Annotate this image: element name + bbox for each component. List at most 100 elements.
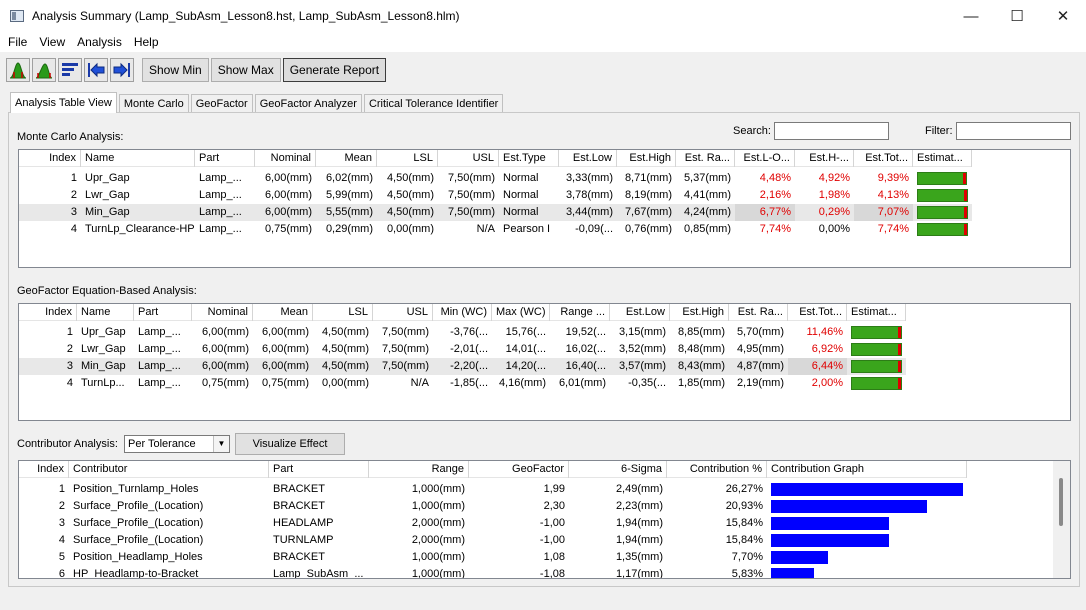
cell-index: 4 — [66, 377, 73, 389]
table-row[interactable]: 2 Lwr_Gap Lamp_... 6,00(mm) 5,99(mm) 4,50(mm)… — [19, 187, 972, 204]
table-row[interactable]: 2 Surface_Profile_(Location) BRACKET 1,000(… — [19, 498, 967, 515]
column-header[interactable]: Contribution % — [667, 461, 767, 478]
menu-view[interactable]: View — [39, 35, 66, 49]
column-header[interactable]: LSL — [313, 304, 373, 321]
distribution-shift-icon[interactable] — [32, 58, 56, 82]
menu-help[interactable]: Help — [133, 35, 159, 49]
column-header[interactable]: USL — [373, 304, 433, 321]
close-button[interactable]: ✕ — [1056, 8, 1070, 25]
contribution-bar-cell — [767, 549, 967, 566]
table-row[interactable]: 1 Position_Turnlamp_Holes BRACKET 1,000(mm)… — [19, 481, 967, 498]
contribution-bar-cell — [767, 481, 967, 498]
table-row[interactable]: 2 Lwr_Gap Lamp_... 6,00(mm) 6,00(mm) 4,50(mm)… — [19, 341, 906, 358]
menu-file[interactable]: File — [8, 35, 28, 49]
column-header[interactable]: 6-Sigma — [569, 461, 667, 478]
column-header[interactable]: Est.High — [617, 150, 676, 167]
column-header[interactable]: Contribution Graph — [767, 461, 967, 478]
estimate-bar — [917, 206, 968, 219]
cell-range: 2,000(mm) — [411, 517, 465, 529]
table-row[interactable]: 6 HP_Headlamp-to-Bracket Lamp_SubAsm_... 1,… — [19, 566, 967, 578]
table-row[interactable]: 3 Min_Gap Lamp_... 6,00(mm) 5,55(mm) 4,50(mm)… — [19, 204, 972, 221]
column-header[interactable]: Part — [269, 461, 369, 478]
column-header[interactable]: Est.Type — [499, 150, 559, 167]
geofactor-table[interactable]: Index Name Part Nominal Mean LSL USL Min (WC) Ma… — [18, 303, 1071, 421]
column-header[interactable]: Est. Ra... — [729, 304, 788, 321]
column-header[interactable]: Index — [19, 304, 77, 321]
table-row[interactable]: 1 Upr_Gap Lamp_... 6,00(mm) 6,02(mm) 4,50(mm)… — [19, 170, 972, 187]
column-header[interactable]: Contributor — [69, 461, 269, 478]
column-header[interactable]: Part — [195, 150, 255, 167]
column-header[interactable]: Index — [19, 461, 69, 478]
estimate-bar-cell — [913, 170, 972, 187]
menu-analysis[interactable]: Analysis — [77, 35, 122, 49]
column-header[interactable]: Max (WC) — [492, 304, 550, 321]
visualize-effect-button[interactable]: Visualize Effect — [235, 433, 345, 455]
forward-arrow-icon[interactable] — [110, 58, 134, 82]
cell-range: 1,000(mm) — [411, 500, 465, 512]
search-input[interactable] — [774, 122, 889, 140]
estimate-bar-marker — [898, 378, 901, 389]
tab-analysis-table-view[interactable]: Analysis Table View — [10, 92, 117, 113]
cell-lsl: 0,00(mm) — [321, 377, 369, 389]
cell-max: 14,20(... — [505, 360, 546, 372]
cell-high: 7,67(mm) — [624, 206, 672, 218]
column-header[interactable]: Min (WC) — [433, 304, 492, 321]
column-header[interactable]: Nominal — [192, 304, 253, 321]
column-header[interactable]: Part — [134, 304, 192, 321]
filter-input[interactable] — [956, 122, 1071, 140]
table-row[interactable]: 3 Surface_Profile_(Location) HEADLAMP 2,000… — [19, 515, 967, 532]
column-header[interactable]: USL — [438, 150, 499, 167]
table-row[interactable]: 3 Min_Gap Lamp_... 6,00(mm) 6,00(mm) 4,50(mm)… — [19, 358, 906, 375]
minimize-button[interactable]: — — [963, 7, 979, 25]
column-header[interactable]: Estimat... — [847, 304, 906, 321]
column-header[interactable]: Estimat... — [913, 150, 972, 167]
column-header[interactable]: Est.Low — [559, 150, 617, 167]
table-row[interactable]: 4 TurnLp_Clearance-HP Lamp_... 0,75(mm) 0,29… — [19, 221, 972, 238]
column-header[interactable]: LSL — [377, 150, 438, 167]
table-row[interactable]: 1 Upr_Gap Lamp_... 6,00(mm) 6,00(mm) 4,50(mm)… — [19, 324, 906, 341]
show-min-button[interactable]: Show Min — [142, 58, 209, 82]
maximize-button[interactable]: ☐ — [1010, 8, 1024, 25]
table-row[interactable]: 4 Surface_Profile_(Location) TURNLAMP 2,000… — [19, 532, 967, 549]
column-header[interactable]: GeoFactor — [469, 461, 569, 478]
normal-distribution-icon[interactable] — [6, 58, 30, 82]
column-header[interactable]: Name — [81, 150, 195, 167]
table-row[interactable]: 5 Position_Headlamp_Holes BRACKET 1,000(mm)… — [19, 549, 967, 566]
sort-bars-icon[interactable] — [58, 58, 82, 82]
column-header[interactable]: Est.Tot... — [854, 150, 913, 167]
tab-strip: Analysis Table View Monte Carlo GeoFacto… — [10, 92, 505, 113]
contribution-mode-select[interactable]: Per Tolerance ▼ — [124, 435, 230, 453]
monte-carlo-table[interactable]: Index Name Part Nominal Mean LSL USL Est.Type Es… — [18, 149, 1071, 268]
tab-geofactor-analyzer[interactable]: GeoFactor Analyzer — [254, 94, 362, 113]
table-row[interactable]: 4 TurnLp... Lamp_... 0,75(mm) 0,75(mm) 0,00(m… — [19, 375, 906, 392]
column-header[interactable]: Est.H-... — [795, 150, 854, 167]
column-header[interactable]: Est. Ra... — [676, 150, 735, 167]
column-header[interactable]: Est.High — [670, 304, 729, 321]
estimate-bar — [917, 172, 967, 185]
column-header[interactable]: Range ... — [550, 304, 610, 321]
contributor-scroll-thumb[interactable] — [1059, 478, 1063, 526]
tab-critical-tolerance-identifier[interactable]: Critical Tolerance Identifier — [363, 94, 504, 113]
column-header[interactable]: Est.L-O... — [735, 150, 795, 167]
column-header[interactable]: Nominal — [255, 150, 316, 167]
cell-low: 3,57(mm) — [618, 360, 666, 372]
contributor-scrollbar[interactable] — [1053, 461, 1070, 578]
back-arrow-icon[interactable] — [84, 58, 108, 82]
tab-monte-carlo[interactable]: Monte Carlo — [118, 94, 189, 113]
column-header[interactable]: Est.Low — [610, 304, 670, 321]
cell-high: 1,85(mm) — [677, 377, 725, 389]
tab-geofactor[interactable]: GeoFactor — [190, 94, 253, 113]
cell-index: 2 — [58, 500, 65, 512]
column-header[interactable]: Range — [369, 461, 469, 478]
chevron-down-icon[interactable]: ▼ — [213, 436, 229, 452]
column-header[interactable]: Index — [19, 150, 81, 167]
column-header[interactable]: Mean — [316, 150, 377, 167]
cell-mean: 6,02(mm) — [325, 172, 373, 184]
show-max-button[interactable]: Show Max — [210, 58, 281, 82]
column-header[interactable]: Est.Tot... — [788, 304, 847, 321]
contributor-table[interactable]: Index Contributor Part Range GeoFactor 6-Sigm… — [18, 460, 1071, 579]
column-header[interactable]: Mean — [253, 304, 313, 321]
column-header[interactable]: Name — [77, 304, 134, 321]
cell-usl: 7,50(mm) — [381, 343, 429, 355]
generate-report-button[interactable]: Generate Report — [282, 58, 387, 82]
